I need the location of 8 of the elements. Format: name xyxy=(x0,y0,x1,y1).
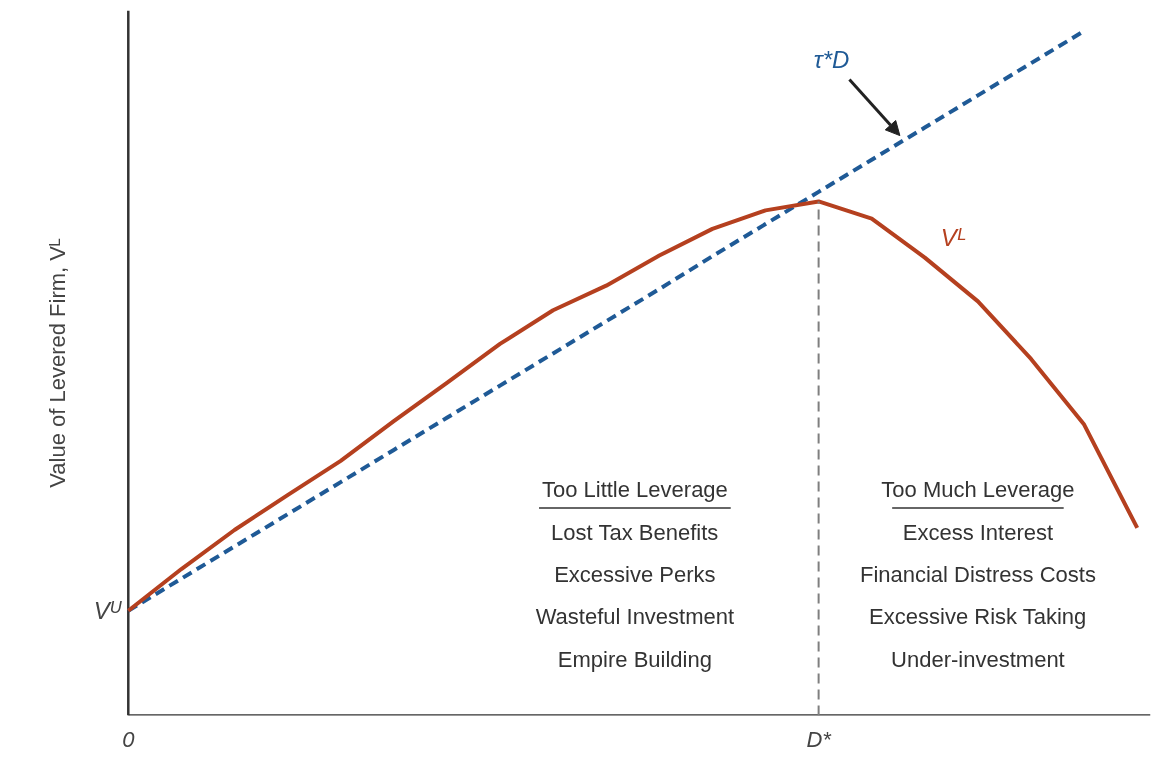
text: τ*D xyxy=(813,45,850,73)
y-axis-title: Value of Levered Firm, Vᴸ xyxy=(44,238,70,488)
x-tick-label: 0 xyxy=(122,726,136,752)
x-tick-label: D* xyxy=(806,726,833,752)
annotation: Vᵁ xyxy=(93,597,123,625)
annotation: Too Little Leverage Lost Tax Benefits Excessive Perks Wasteful Investment Empire Building xyxy=(535,477,735,672)
annotation: Too Much Leverage Excess Interest Financial Distress Costs Excessive Risk Taking Under-investment xyxy=(859,477,1096,672)
series-label: Vᴸ xyxy=(940,223,966,251)
